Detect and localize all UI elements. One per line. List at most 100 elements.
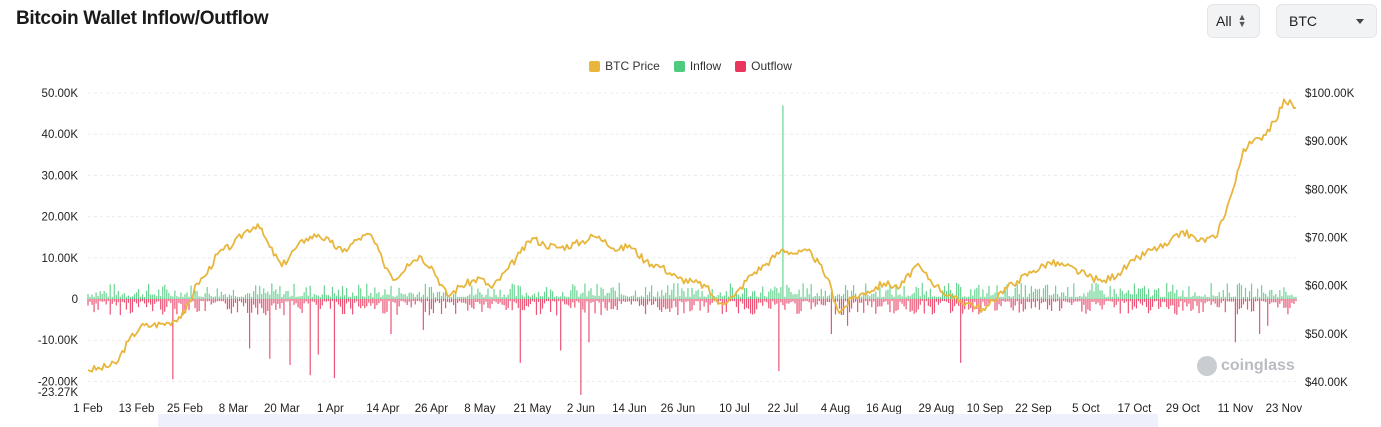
inflow-bar: [180, 292, 182, 299]
legend-item-inflow[interactable]: Inflow: [673, 59, 721, 73]
outflow-bar: [232, 299, 235, 307]
inflow-bar: [784, 296, 786, 299]
inflow-bar: [1261, 285, 1263, 299]
outflow-bar: [909, 299, 911, 312]
outflow-bar: [663, 299, 665, 308]
inflow-bar: [307, 295, 309, 299]
x-tick-label: 20 Mar: [264, 403, 300, 415]
outflow-bar: [455, 299, 457, 314]
inflow-bar: [1204, 294, 1206, 299]
inflow-bar: [202, 296, 204, 299]
inflow-bar: [1055, 285, 1057, 299]
inflow-bar: [737, 294, 740, 299]
inflow-bar: [1232, 296, 1234, 299]
inflow-bar: [764, 295, 766, 299]
outflow-bar: [491, 299, 493, 305]
outflow-bar: [374, 299, 376, 310]
inflow-bar: [1198, 295, 1200, 299]
outflow-bar: [735, 299, 738, 307]
inflow-bar: [543, 291, 546, 299]
outflow-bar: [1087, 299, 1089, 310]
outflow-bar: [194, 299, 196, 309]
asset-select[interactable]: BTC: [1276, 4, 1377, 38]
outflow-bar: [475, 299, 477, 302]
outflow-bar: [259, 299, 261, 304]
outflow-bar: [129, 299, 132, 314]
inflow-bar: [491, 296, 493, 299]
inflow-bar: [1048, 294, 1051, 299]
legend-item-price[interactable]: BTC Price: [589, 59, 660, 73]
inflow-bar: [263, 288, 265, 299]
outflow-bar: [271, 299, 273, 306]
legend-item-outflow[interactable]: Outflow: [735, 59, 792, 73]
outflow-bar: [636, 299, 639, 302]
inflow-bar: [919, 296, 921, 299]
inflow-bar: [111, 296, 113, 299]
outflow-bar: [1263, 299, 1265, 302]
inflow-bar: [925, 291, 927, 299]
inflow-bar: [1151, 295, 1154, 299]
outflow-bar: [747, 299, 750, 309]
zoom-slider-track[interactable]: [158, 414, 1158, 427]
inflow-bar: [778, 292, 780, 299]
outflow-bar: [509, 299, 511, 302]
outflow-bar: [796, 299, 798, 314]
outflow-bar: [739, 299, 742, 302]
inflow-bar: [489, 296, 491, 299]
inflow-bar: [291, 295, 293, 299]
inflow-bar: [701, 290, 703, 299]
inflow-bar: [554, 296, 556, 299]
inflow-bar: [93, 296, 95, 299]
outflow-bar: [434, 299, 437, 303]
outflow-bar: [356, 299, 358, 302]
outflow-bar: [1218, 299, 1220, 308]
outflow-bar: [770, 299, 772, 309]
inflow-bar: [794, 293, 796, 299]
inflow-bar: [507, 294, 509, 299]
outflow-bar: [170, 299, 172, 303]
inflow-bar: [642, 296, 645, 299]
inflow-bar: [814, 295, 816, 299]
outflow-bar: [503, 299, 505, 306]
inflow-bar: [376, 293, 378, 299]
x-tick-label: 14 Apr: [366, 403, 399, 415]
inflow-bar: [632, 295, 635, 299]
inflow-bar: [1240, 285, 1243, 299]
inflow-bar: [762, 286, 764, 299]
outflow-bar: [776, 299, 778, 304]
outflow-bar: [168, 299, 170, 302]
outflow-bar: [1246, 299, 1249, 310]
inflow-bar: [331, 286, 334, 299]
inflow-bar: [1075, 296, 1077, 299]
range-select[interactable]: All ▲ ▼: [1207, 4, 1260, 38]
outflow-bar: [166, 299, 168, 307]
inflow-bar: [218, 296, 220, 299]
inflow-bar: [1273, 295, 1275, 299]
outflow-bar: [628, 299, 630, 302]
inflow-bar: [418, 291, 420, 299]
outflow-bar: [1178, 299, 1180, 308]
inflow-bar: [754, 290, 756, 299]
inflow-bar: [988, 285, 990, 299]
outflow-bar: [234, 299, 237, 303]
outflow-bar: [650, 299, 653, 306]
outflow-bar: [396, 299, 398, 315]
inflow-bar: [681, 288, 683, 299]
outflow-bar: [1210, 299, 1212, 305]
outflow-bar: [345, 299, 348, 304]
y-right-tick-label: $90.00K: [1305, 136, 1348, 148]
outflow-bar: [1111, 299, 1113, 302]
outflow-bar: [208, 299, 210, 302]
outflow-bar: [319, 299, 321, 309]
inflow-bar: [606, 292, 608, 299]
inflow-bar: [125, 296, 127, 299]
inflow-bar: [505, 296, 507, 299]
x-tick-label: 29 Oct: [1166, 403, 1201, 415]
outflow-bar: [1024, 299, 1026, 310]
inflow-bar: [891, 294, 893, 299]
x-tick-label: 25 Feb: [167, 403, 203, 415]
outflow-bar: [287, 299, 289, 302]
outflow-bar: [210, 299, 212, 305]
outflow-bar: [1166, 299, 1168, 308]
